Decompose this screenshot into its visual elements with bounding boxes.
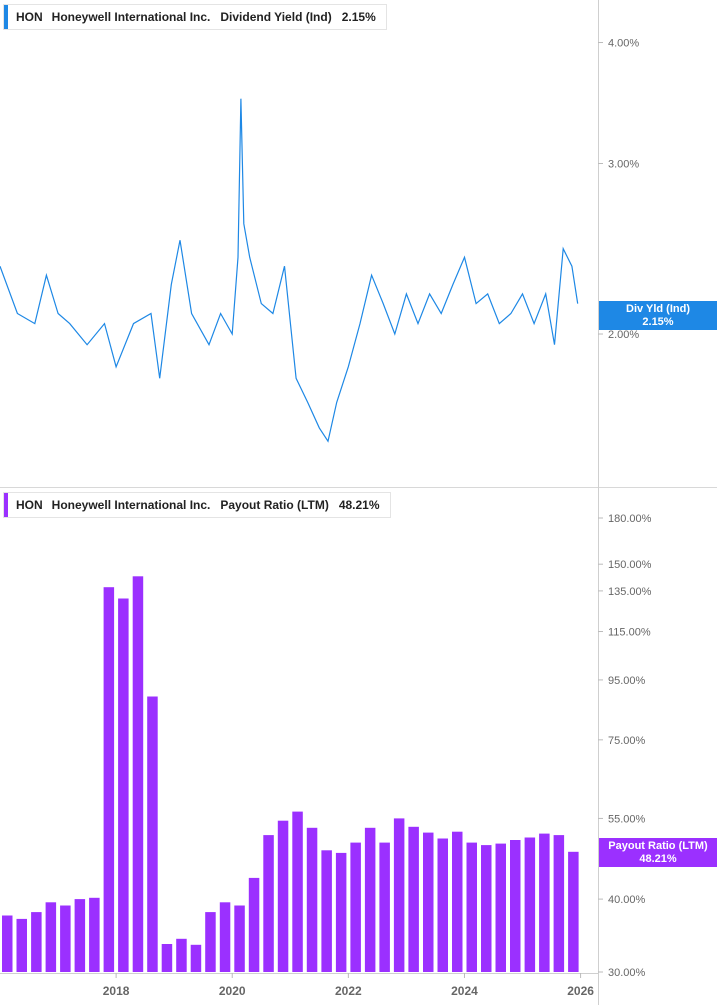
payout-bar <box>277 820 289 972</box>
payout-bar <box>306 827 318 972</box>
payout-bar <box>379 842 390 972</box>
payout-tick-label: 95.00% <box>608 675 646 687</box>
payout-bar <box>176 938 187 972</box>
payout-tick-label: 75.00% <box>608 735 646 747</box>
dividend-yield-panel: 4.00% 3.00% 2.00% <box>0 38 639 443</box>
payout-bar <box>393 818 405 972</box>
yield-value: 2.15% <box>341 10 376 24</box>
payout-bar <box>481 845 492 972</box>
payout-tag-value: 48.21% <box>639 853 677 865</box>
payout-value: 48.21% <box>338 498 380 512</box>
payout-bar <box>248 877 260 972</box>
yield-legend[interactable]: HON Honeywell International Inc. Dividen… <box>3 4 387 30</box>
yield-current-tag: Div Yld (Ind) 2.15% <box>599 301 717 330</box>
payout-metric: Payout Ratio (LTM) <box>220 498 329 512</box>
payout-bar <box>103 587 115 972</box>
yield-tag-value: 2.15% <box>642 316 674 328</box>
payout-tick-label: 55.00% <box>608 813 646 825</box>
payout-bar <box>234 905 245 972</box>
payout-tick-label: 150.00% <box>608 559 652 571</box>
payout-bar <box>495 843 506 972</box>
time-tick-label: 2020 <box>219 984 246 998</box>
payout-tag-label: Payout Ratio (LTM) <box>608 840 708 852</box>
payout-bar <box>118 598 129 972</box>
payout-bar <box>510 840 521 972</box>
payout-tick-label: 135.00% <box>608 586 652 598</box>
payout-current-tag: Payout Ratio (LTM) 48.21% <box>599 838 717 867</box>
payout-legend[interactable]: HON Honeywell International Inc. Payout … <box>3 492 391 518</box>
yield-tag-label: Div Yld (Ind) <box>626 303 690 315</box>
payout-bar <box>524 837 536 972</box>
payout-bar <box>263 835 274 972</box>
payout-tick-label: 30.00% <box>608 967 646 979</box>
payout-bar <box>205 912 216 972</box>
dividend-yield-line <box>0 98 579 443</box>
time-tick-label: 2022 <box>335 984 362 998</box>
payout-bar <box>292 811 303 972</box>
payout-series-color <box>4 493 8 517</box>
payout-bar <box>553 835 565 972</box>
payout-bar <box>321 850 332 972</box>
payout-bar <box>364 827 376 972</box>
payout-bar <box>539 833 550 972</box>
time-tick-label: 2026 <box>567 984 594 998</box>
payout-ticker: HON <box>16 498 43 512</box>
payout-bar <box>60 905 71 972</box>
payout-bar <box>31 912 42 972</box>
payout-bar <box>45 902 57 972</box>
yield-series-color <box>4 5 8 29</box>
yield-tick-label: 2.00% <box>608 329 639 341</box>
payout-bar <box>161 944 173 972</box>
payout-bar <box>423 832 434 972</box>
yield-tick-label: 4.00% <box>608 38 639 50</box>
payout-bars <box>2 576 579 972</box>
payout-bar <box>16 918 27 972</box>
yield-tick-label: 3.00% <box>608 159 639 171</box>
payout-bar <box>132 576 144 972</box>
payout-bar <box>190 944 202 972</box>
payout-bar <box>452 831 463 972</box>
payout-bar <box>437 838 448 972</box>
payout-ratio-panel: 180.00% 150.00% 135.00% 115.00% 95.00% 75.00%… <box>2 513 652 998</box>
payout-bar <box>89 897 100 972</box>
payout-bar <box>466 842 477 972</box>
payout-bar <box>408 826 419 972</box>
time-axis: 2018 2020 2022 2024 2026 <box>103 973 594 998</box>
payout-bar <box>219 902 231 972</box>
payout-bar <box>568 851 579 972</box>
payout-company: Honeywell International Inc. <box>51 498 211 512</box>
yield-ticker: HON <box>16 10 43 24</box>
yield-axis: 4.00% 3.00% 2.00% <box>598 38 639 341</box>
time-tick-label: 2024 <box>451 984 478 998</box>
payout-bar <box>350 842 361 972</box>
payout-bar <box>335 852 347 972</box>
payout-bar <box>2 915 13 972</box>
payout-tick-label: 115.00% <box>608 627 651 639</box>
yield-metric: Dividend Yield (Ind) <box>220 10 332 24</box>
payout-tick-label: 180.00% <box>608 513 652 525</box>
payout-tick-label: 40.00% <box>608 894 646 906</box>
payout-bar <box>147 696 158 972</box>
time-tick-label: 2018 <box>103 984 130 998</box>
yield-company: Honeywell International Inc. <box>51 10 211 24</box>
payout-bar <box>74 899 86 972</box>
payout-axis: 180.00% 150.00% 135.00% 115.00% 95.00% 75.00%… <box>598 513 652 979</box>
